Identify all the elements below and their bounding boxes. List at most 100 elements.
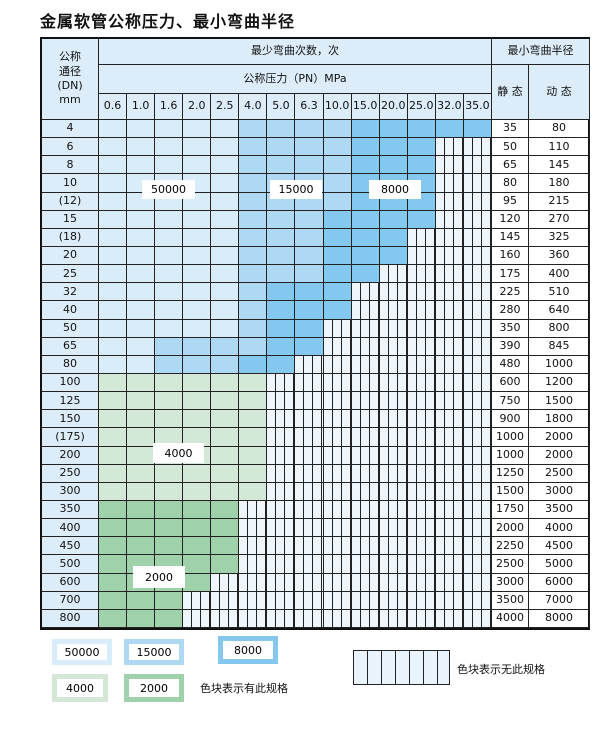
- table-cell: [239, 446, 268, 465]
- region-label-50000: 50000: [142, 180, 195, 199]
- table-cell: [267, 573, 296, 592]
- table-cell: [239, 537, 268, 556]
- table-cell: [463, 265, 492, 284]
- table-cell: [239, 555, 268, 574]
- table-cell: [155, 247, 184, 266]
- row-dn: 800: [42, 609, 99, 628]
- table-cell: [295, 138, 324, 157]
- table-cell: [323, 446, 352, 465]
- table-cell: [295, 464, 324, 483]
- table-cell: [239, 392, 268, 411]
- row-dn: 125: [42, 392, 99, 411]
- row-static-radius: 95: [492, 192, 529, 211]
- table-cell: [407, 482, 436, 501]
- row-dynamic-radius: 4000: [529, 519, 590, 538]
- table-cell: [99, 573, 128, 592]
- table-cell: [435, 355, 464, 374]
- table-cell: [183, 355, 212, 374]
- table-cell: [463, 247, 492, 266]
- table-cell: [435, 609, 464, 628]
- table-cell: [127, 392, 156, 411]
- table-cell: [211, 265, 240, 284]
- table-cell: [127, 210, 156, 229]
- table-cell: [379, 283, 408, 302]
- table-cell: [267, 555, 296, 574]
- row-dynamic-radius: 3000: [529, 482, 590, 501]
- row-dynamic-radius: 7000: [529, 591, 590, 610]
- table-cell: [127, 247, 156, 266]
- table-cell: [323, 319, 352, 338]
- table-cell: [183, 228, 212, 247]
- table-cell: [323, 192, 352, 211]
- table-cell: [351, 156, 380, 175]
- table-cell: [379, 428, 408, 447]
- table-cell: [267, 410, 296, 429]
- table-cell: [239, 210, 268, 229]
- table-cell: [183, 301, 212, 320]
- table-cell: [295, 247, 324, 266]
- table-cell: [351, 428, 380, 447]
- table-cell: [155, 283, 184, 302]
- table-cell: [463, 555, 492, 574]
- table-cell: [211, 573, 240, 592]
- row-dn: 4: [42, 120, 99, 139]
- page-title: 金属软管公称压力、最小弯曲半径: [40, 12, 296, 31]
- table-cell: [99, 591, 128, 610]
- table-cell: [239, 265, 268, 284]
- table-cell: [183, 374, 212, 393]
- table-cell: [379, 464, 408, 483]
- region-label-8000: 8000: [369, 180, 421, 199]
- row-dn: 250: [42, 464, 99, 483]
- table-cell: [463, 591, 492, 610]
- row-dn: 600: [42, 573, 99, 592]
- table-cell: [379, 392, 408, 411]
- table-cell: [463, 392, 492, 411]
- table-cell: [183, 609, 212, 628]
- table-cell: [183, 283, 212, 302]
- table-cell: [435, 519, 464, 538]
- table-cell: [155, 374, 184, 393]
- table-cell: [379, 374, 408, 393]
- header-dynamic: 动 态: [529, 65, 590, 120]
- table-cell: [127, 410, 156, 429]
- table-cell: [435, 446, 464, 465]
- table-cell: [99, 174, 128, 193]
- table-cell: [211, 464, 240, 483]
- table-cell: [99, 355, 128, 374]
- table-cell: [407, 464, 436, 483]
- table-cell: [99, 210, 128, 229]
- table-cell: [99, 247, 128, 266]
- table-cell: [435, 555, 464, 574]
- table-cell: [407, 283, 436, 302]
- table-cell: [351, 301, 380, 320]
- header-pressure-11: 25.0: [407, 94, 436, 120]
- row-dn: 150: [42, 410, 99, 429]
- row-dn: 6: [42, 138, 99, 157]
- table-cell: [211, 446, 240, 465]
- row-dynamic-radius: 5000: [529, 555, 590, 574]
- header-cycles: 最少弯曲次数，次: [99, 39, 492, 65]
- table-cell: [407, 319, 436, 338]
- header-pressure-1: 1.0: [127, 94, 156, 120]
- table-cell: [99, 464, 128, 483]
- table-cell: [407, 392, 436, 411]
- header-pressure-4: 2.5: [211, 94, 240, 120]
- table-cell: [379, 319, 408, 338]
- table-cell: [239, 428, 268, 447]
- table-cell: [295, 355, 324, 374]
- table-cell: [211, 247, 240, 266]
- table-cell: [211, 174, 240, 193]
- table-cell: [463, 428, 492, 447]
- row-static-radius: 1000: [492, 428, 529, 447]
- table-cell: [379, 355, 408, 374]
- table-cell: [267, 337, 296, 356]
- table-cell: [435, 301, 464, 320]
- row-dn: 700: [42, 591, 99, 610]
- table-cell: [211, 210, 240, 229]
- table-cell: [379, 228, 408, 247]
- header-pressure-0: 0.6: [99, 94, 128, 120]
- table-cell: [351, 464, 380, 483]
- table-cell: [127, 355, 156, 374]
- table-cell: [155, 138, 184, 157]
- row-dn: 300: [42, 482, 99, 501]
